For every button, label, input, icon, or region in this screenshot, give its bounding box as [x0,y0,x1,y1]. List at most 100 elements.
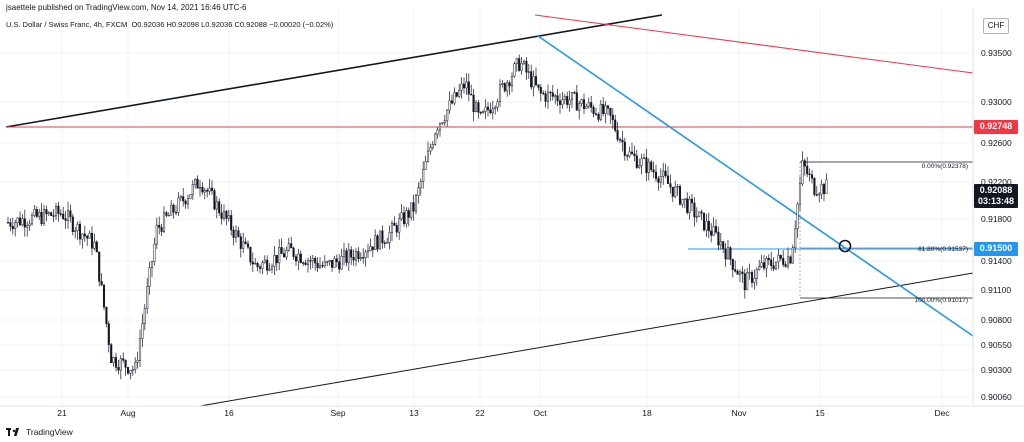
candle [311,254,314,269]
candle [650,159,653,173]
candle [100,273,103,287]
candle [299,250,302,264]
candle [695,207,698,223]
candle [160,223,163,237]
candle [134,357,137,374]
candle [614,114,617,133]
candle [515,57,518,72]
upper-channel-line[interactable] [5,14,663,128]
candle [266,255,269,275]
candle [11,217,14,235]
candle [426,141,430,163]
blue-trendline[interactable] [537,35,974,337]
candle [376,234,379,252]
candle [246,240,250,250]
candle [705,213,708,237]
candle [455,91,458,98]
candle [371,246,374,258]
candle [170,200,173,216]
candle [136,351,139,369]
candle [57,201,60,222]
candle [249,246,252,266]
symbol-name[interactable]: U.S. Dollar / Swiss Franc, 4h, FXCM [6,20,128,29]
candle [765,256,768,278]
candle [678,184,682,206]
candle [18,211,22,227]
candle [561,91,564,109]
intersection-circle [838,239,852,253]
candle [676,184,679,196]
candle [647,158,650,181]
tradingview-logo-icon [6,428,19,436]
candle [669,174,672,194]
candle [369,238,372,252]
candle [746,268,749,291]
candle [23,209,26,237]
candle [225,209,228,226]
candle [405,207,408,228]
red-trendline[interactable] [534,14,974,74]
candle [254,257,257,265]
trendlines[interactable] [5,14,974,407]
candle [470,84,473,96]
candle [525,57,528,80]
candle [172,203,175,219]
candle [815,186,818,197]
candle [616,121,619,142]
price-tick-label: 0.90800 [981,315,1012,325]
candle [410,202,413,221]
candle [14,219,17,237]
lower-channel-line[interactable] [199,272,974,407]
candle [806,156,809,178]
candle [506,80,509,97]
candle [690,193,694,212]
time-axis[interactable]: 21 Aug 16 Sep 13 22 Oct 18 Nov 15 Dec [57,408,950,418]
price-axis[interactable]: 0.93500 0.93000 0.92600 0.92200 0.91800 0.914… [981,48,1012,402]
candle [263,255,266,264]
candle [549,90,552,102]
candle [338,254,341,274]
candle [786,247,790,270]
candle [798,176,802,211]
candle [114,352,118,372]
candle [359,252,362,262]
price-tick-label: 0.92600 [981,138,1012,148]
candle [198,180,202,197]
candle [124,359,127,376]
candle [724,243,727,267]
candle [671,186,674,202]
candle [734,260,737,273]
candle [484,99,487,120]
candle [412,194,415,221]
candle [26,221,29,237]
candle [16,217,19,228]
candle [436,127,439,139]
fib-label-0: 0.00%(0.92378) [922,163,968,170]
candle [302,261,305,267]
candle [717,226,720,251]
candle [126,366,130,376]
candle [35,206,38,218]
candle [712,217,715,237]
candle [429,143,432,155]
candle [743,268,746,299]
candle [578,100,581,120]
currency-badge[interactable]: CHF [983,18,1009,34]
time-tick-label: Dec [934,408,950,418]
candle [40,203,43,227]
candle [520,56,523,75]
candle [621,131,624,152]
candle [417,182,420,204]
candle [227,209,230,222]
price-tick-label: 0.91400 [981,256,1012,266]
candle [167,212,170,217]
candle [688,195,691,220]
candle [83,225,86,242]
candle [645,148,648,182]
candle [378,230,382,250]
candle [810,170,814,184]
candle [220,203,223,225]
candle [813,177,816,197]
symbol-legend[interactable]: U.S. Dollar / Swiss Franc, 4h, FXCM O0.9… [6,20,333,29]
